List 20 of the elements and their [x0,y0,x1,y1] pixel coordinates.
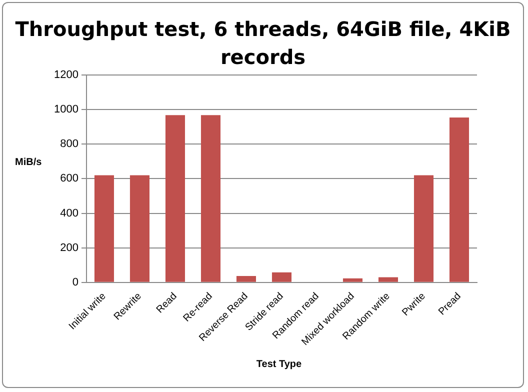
chart-title: Throughput test, 6 threads, 64GiB file, 4KiB records [14,16,512,70]
bar [378,277,398,282]
x-axis-title: Test Type [255,359,303,370]
bar [449,118,470,282]
bar [342,278,363,282]
bar [94,175,114,282]
bar [236,276,256,282]
bar [272,272,292,282]
bar [165,115,185,282]
bar [414,175,434,282]
y-tick-label: 1200 [54,69,78,82]
y-tick-label: 600 [60,172,78,185]
y-tick-label: 400 [60,207,78,220]
y-tick-label: 0 [72,276,78,288]
bar [200,115,220,282]
y-axis-title: MiB/s [15,157,42,168]
y-tick-label: 800 [60,138,78,150]
y-tick-label: 200 [60,242,78,254]
y-tick-label: 1000 [54,104,78,116]
bar [130,175,150,282]
